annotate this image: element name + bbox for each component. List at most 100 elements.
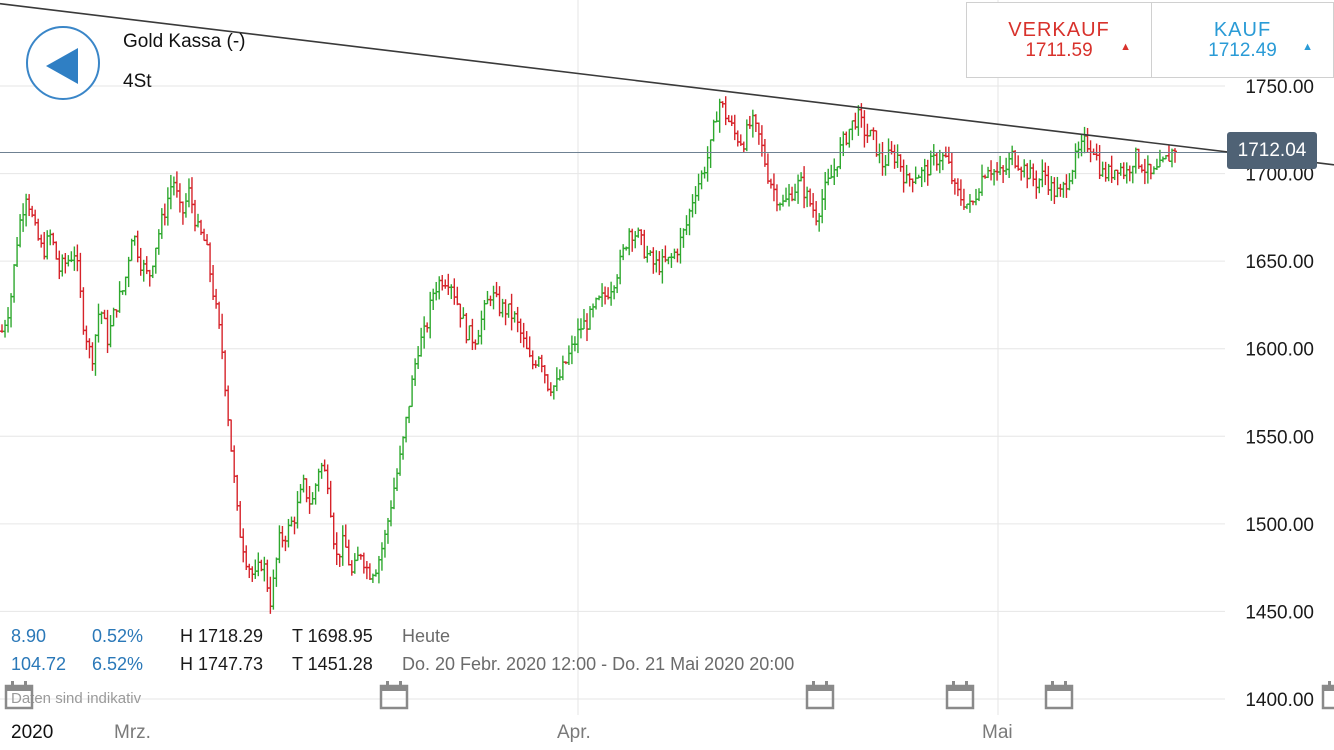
ohlc-bar: [446, 273, 451, 295]
ohlc-bar: [437, 276, 442, 300]
buy-label: KAUF: [1213, 19, 1272, 41]
calendar-icon[interactable]: [4, 680, 34, 710]
ohlc-bar: [723, 96, 728, 126]
ohlc-bar: [913, 166, 918, 185]
ohlc-bar: [1124, 162, 1129, 184]
ohlc-bar: [973, 188, 978, 206]
ohlc-bar: [729, 115, 734, 127]
ohlc-bar: [349, 560, 354, 576]
calendar-icon[interactable]: [805, 680, 835, 710]
ohlc-bar: [476, 329, 481, 345]
buy-value: 1712.49: [1208, 40, 1277, 61]
ohlc-bar: [693, 186, 698, 215]
ohlc-bar: [895, 144, 900, 168]
ohlc-bar: [12, 264, 17, 303]
ohlc-bar: [1088, 140, 1093, 163]
ohlc-bar: [189, 177, 194, 214]
ohlc-bar: [569, 335, 574, 365]
ohlc-bar: [96, 303, 101, 343]
ohlc-bar: [557, 369, 562, 381]
calendar-icon[interactable]: [945, 680, 975, 710]
ohlc-bar: [361, 552, 366, 574]
ohlc-bar: [328, 480, 333, 518]
ohlc-bar: [398, 445, 403, 476]
day-label: Heute: [402, 626, 451, 646]
ohlc-bar: [262, 556, 267, 582]
back-arrow-icon: [46, 48, 78, 84]
ohlc-bar: [404, 416, 409, 443]
ohlc-bar: [301, 474, 306, 493]
ohlc-bar: [732, 114, 737, 141]
ohlc-bar: [892, 144, 897, 169]
calendar-icon[interactable]: [379, 680, 409, 710]
ohlc-bar: [687, 208, 692, 236]
ohlc-bar: [271, 569, 276, 610]
range-change-pct: 6.52%: [92, 654, 144, 674]
ohlc-bar: [428, 291, 433, 339]
ohlc-bar: [467, 325, 472, 341]
ohlc-bar: [642, 229, 647, 259]
ohlc-bar: [597, 295, 602, 301]
ohlc-bar: [1079, 134, 1084, 157]
ohlc-bar: [989, 160, 994, 181]
ohlc-bar: [847, 128, 852, 148]
ohlc-bar: [1022, 159, 1027, 178]
ohlc-bar: [937, 149, 942, 174]
ohlc-bar: [1148, 163, 1153, 180]
ohlc-bar: [690, 194, 695, 218]
ohlc-bar: [928, 150, 933, 176]
ohlc-bar: [581, 308, 586, 330]
ohlc-bar: [238, 501, 243, 538]
ohlc-bar: [295, 491, 300, 529]
range-high: H 1747.73: [180, 654, 264, 674]
ohlc-bar: [651, 247, 656, 274]
ohlc-bar: [304, 478, 309, 503]
sell-button[interactable]: VERKAUF 1711.59 ▲: [966, 2, 1152, 78]
ohlc-bar: [268, 576, 273, 614]
ohlc-bar: [129, 238, 134, 262]
ohlc-bar: [45, 230, 50, 260]
ohlc-bar: [768, 178, 773, 189]
ohlc-bar: [910, 178, 915, 193]
ohlc-bar: [286, 518, 291, 548]
calendar-icon[interactable]: [1321, 680, 1334, 710]
trendline[interactable]: [0, 2, 1334, 166]
ohlc-bar: [485, 290, 490, 305]
ohlc-bar: [334, 532, 339, 566]
y-tick-label: 1700.00: [1245, 165, 1314, 186]
ohlc-bar: [548, 382, 553, 397]
ohlc-bar: [15, 236, 20, 267]
ohlc-bar: [1016, 155, 1021, 171]
ohlc-bar: [364, 561, 369, 580]
sell-value: 1711.59: [1025, 40, 1093, 61]
range-label: Do. 20 Febr. 2020 12:00 - Do. 21 Mai 202…: [402, 654, 795, 674]
timeframe-selector[interactable]: 4St: [123, 71, 152, 92]
ohlc-bar: [232, 445, 237, 483]
ohlc-bar: [952, 178, 957, 195]
ohlc-bar: [395, 468, 400, 492]
ohlc-bar: [81, 287, 86, 335]
ohlc-bar: [865, 123, 870, 143]
buy-button[interactable]: KAUF 1712.49 ▲: [1151, 2, 1334, 78]
ohlc-bar: [214, 288, 219, 309]
ohlc-bar: [958, 179, 963, 206]
ohlc-bar: [539, 354, 544, 373]
ohlc-bar: [934, 152, 939, 171]
back-button[interactable]: [26, 26, 100, 100]
ohlc-bar: [542, 365, 547, 384]
ohlc-bar: [1031, 163, 1036, 187]
calendar-icon[interactable]: [1044, 680, 1074, 710]
ohlc-bar: [591, 303, 596, 318]
ohlc-bar: [458, 303, 463, 328]
ohlc-bar: [771, 173, 776, 202]
ohlc-bar: [774, 184, 779, 212]
ohlc-bar: [141, 259, 146, 282]
ohlc-bar: [1025, 163, 1030, 189]
day-change-pct: 0.52%: [92, 626, 144, 646]
ohlc-bar: [229, 419, 234, 452]
ohlc-bar: [491, 285, 496, 310]
ohlc-bar: [174, 171, 179, 198]
y-axis-labels: 1750.00 1700.00 1650.00 1600.00 1550.00 1500.…: [1245, 77, 1314, 711]
ohlc-bar: [455, 286, 460, 306]
